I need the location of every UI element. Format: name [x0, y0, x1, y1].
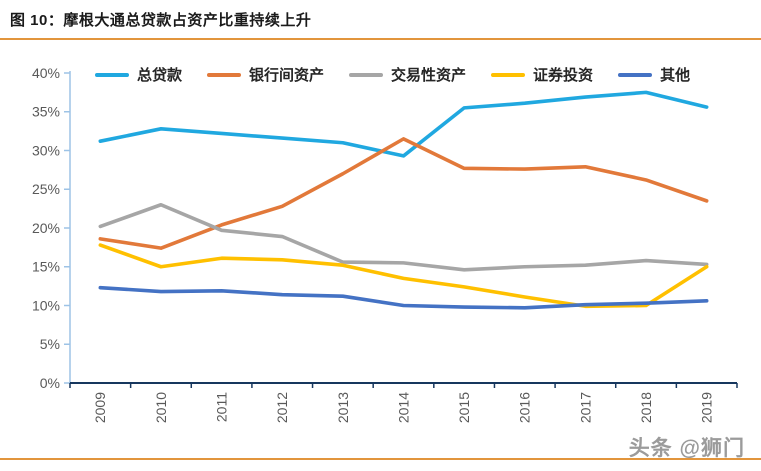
- x-tick-label-2019: 2019: [699, 392, 715, 423]
- legend-item-4: 其他: [618, 64, 690, 85]
- legend-label-0: 总贷款: [137, 67, 183, 84]
- legend-swatch-1: [207, 72, 242, 77]
- footer-divider: [0, 458, 761, 460]
- chart-legend: 总贷款 银行间资产 交易性资产 证券投资 其他: [95, 64, 690, 85]
- series-line-0: [98, 90, 709, 158]
- legend-item-1: 银行间资产: [207, 64, 324, 85]
- y-tick-label: 5%: [40, 336, 60, 352]
- series-line-2: [98, 202, 709, 272]
- line-chart: 0% 5% 10% 15% 20% 25% 30% 35% 40% 2009 2010 2011 201…: [32, 65, 738, 423]
- legend-swatch-2: [349, 72, 384, 77]
- x-tick-label-2018: 2018: [638, 392, 654, 423]
- legend-label-2: 交易性资产: [391, 67, 467, 84]
- series-line-1: [98, 137, 709, 250]
- chart-area: 0% 5% 10% 15% 20% 25% 30% 35% 40% 2009 2010 2011 201…: [25, 58, 745, 448]
- x-tick-label-2017: 2017: [577, 392, 593, 423]
- legend-item-2: 交易性资产: [349, 64, 466, 85]
- y-tick-label: 30%: [32, 142, 60, 158]
- watermark: 头条 @狮门: [628, 437, 745, 460]
- x-tick-label-2010: 2010: [153, 392, 169, 423]
- legend-label-3: 证券投资: [533, 67, 594, 84]
- x-tick-label-2012: 2012: [274, 392, 290, 423]
- legend-swatch-3: [491, 72, 526, 77]
- legend-item-0: 总贷款: [95, 64, 182, 85]
- legend-label-4: 其他: [660, 67, 691, 84]
- x-tick-label-2014: 2014: [395, 392, 411, 423]
- x-tick-label-2016: 2016: [517, 392, 533, 423]
- y-tick-label: 15%: [32, 259, 60, 275]
- x-tick-label-2013: 2013: [335, 392, 351, 423]
- x-tick-label-2011: 2011: [213, 392, 229, 422]
- title-divider: [0, 38, 761, 40]
- legend-swatch-4: [618, 72, 653, 77]
- series-line-3: [98, 243, 709, 309]
- x-tick-label-2009: 2009: [92, 392, 108, 423]
- y-tick-label: 35%: [32, 104, 60, 120]
- figure-title: 图 10：摩根大通总贷款占资产比重持续上升: [10, 12, 312, 29]
- y-tick-label: 25%: [32, 181, 60, 197]
- x-tick-label-2015: 2015: [456, 392, 472, 423]
- y-tick-label: 20%: [32, 220, 60, 236]
- legend-swatch-0: [95, 72, 129, 77]
- series-line-4: [98, 285, 709, 310]
- y-tick-label: 40%: [32, 65, 60, 81]
- legend-item-3: 证券投资: [491, 64, 593, 85]
- legend-label-1: 银行间资产: [249, 67, 325, 84]
- y-tick-label: 10%: [32, 297, 60, 313]
- y-tick-label: 0%: [40, 375, 60, 391]
